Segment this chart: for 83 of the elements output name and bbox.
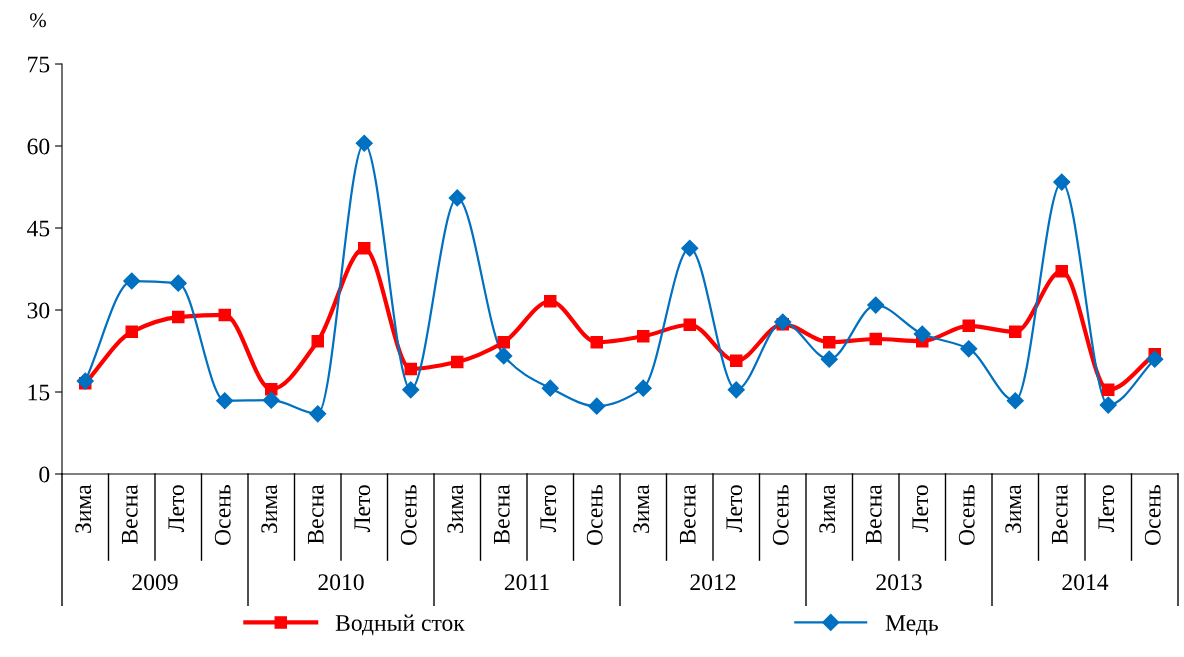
x-tick-label: Весна <box>307 484 324 544</box>
point <box>729 354 743 368</box>
x-tick-label: Осень <box>958 484 975 545</box>
point <box>1053 173 1071 191</box>
y-tick-label: 75 <box>28 56 50 73</box>
x-tick-label: Осень <box>586 484 603 545</box>
point <box>125 325 139 339</box>
point <box>822 336 836 349</box>
point <box>1006 392 1024 410</box>
x-tick-label: Весна <box>865 484 882 544</box>
x-tick-label: Лето <box>168 485 185 533</box>
x-tick-label: Зима <box>447 484 464 533</box>
point <box>541 379 559 397</box>
point <box>169 274 187 292</box>
x-tick-label: Весна <box>679 484 696 544</box>
point <box>218 308 232 322</box>
x-tick-label: Лето <box>1098 485 1115 533</box>
point <box>357 241 371 255</box>
point <box>590 336 604 349</box>
text: 2010 <box>318 574 364 591</box>
point <box>588 397 606 415</box>
text: 2009 <box>132 574 178 591</box>
text: 2011 <box>504 574 549 591</box>
y-tick-label: 0 <box>39 466 50 483</box>
point <box>543 295 557 308</box>
x-tick-label: Весна <box>121 484 138 544</box>
x-tick-label: Зима <box>261 484 278 533</box>
point <box>497 336 511 349</box>
legend-label: Медь <box>885 615 938 636</box>
y-tick-label: 45 <box>27 220 50 237</box>
point <box>962 319 976 333</box>
y-tick-label: 15 <box>28 384 50 401</box>
x-tick-label: Осень <box>400 484 417 545</box>
point <box>681 239 699 257</box>
point <box>1008 325 1022 339</box>
point <box>913 325 931 343</box>
point <box>355 134 373 152</box>
x-tick-label: Лето <box>726 485 743 533</box>
point <box>1146 350 1164 368</box>
legend-label: Водный сток <box>335 614 465 636</box>
x-tick-label: Зима <box>819 484 836 533</box>
point <box>867 296 885 314</box>
point <box>450 355 464 369</box>
point <box>820 350 838 368</box>
x-tick-label: Зима <box>1005 484 1022 533</box>
x-tick-label: Лето <box>354 485 371 533</box>
point <box>960 340 978 358</box>
point <box>774 313 792 331</box>
text: 2013 <box>876 574 922 591</box>
point <box>683 318 697 332</box>
x-tick-label: Лето <box>912 485 929 533</box>
x-tick-label: Зима <box>75 484 92 533</box>
x-tick-label: Осень <box>214 484 231 545</box>
point <box>634 379 652 397</box>
point <box>262 391 280 409</box>
point <box>1099 396 1117 414</box>
x-tick-label: Зима <box>633 484 650 533</box>
y-axis-title: % <box>30 13 46 28</box>
x-tick-label: Осень <box>1144 484 1161 545</box>
point <box>402 381 420 399</box>
y-tick-label: 60 <box>27 138 50 155</box>
text: 2014 <box>1062 574 1109 591</box>
point <box>448 189 466 207</box>
x-tick-label: Весна <box>1051 484 1068 544</box>
point <box>727 381 745 399</box>
point <box>404 362 418 376</box>
point <box>216 392 234 410</box>
point <box>636 329 650 343</box>
x-tick-label: Осень <box>772 484 789 545</box>
point <box>869 332 883 346</box>
point <box>309 405 327 423</box>
point <box>76 372 94 390</box>
point <box>264 383 278 396</box>
x-tick-label: Весна <box>493 484 510 544</box>
text: 2012 <box>690 574 736 591</box>
y-tick-label: 30 <box>27 302 50 319</box>
point <box>123 272 141 290</box>
point <box>495 347 513 365</box>
point <box>1055 264 1069 278</box>
point <box>171 310 185 324</box>
x-tick-label: Лето <box>540 485 557 533</box>
point <box>1101 383 1115 397</box>
point <box>311 334 325 348</box>
